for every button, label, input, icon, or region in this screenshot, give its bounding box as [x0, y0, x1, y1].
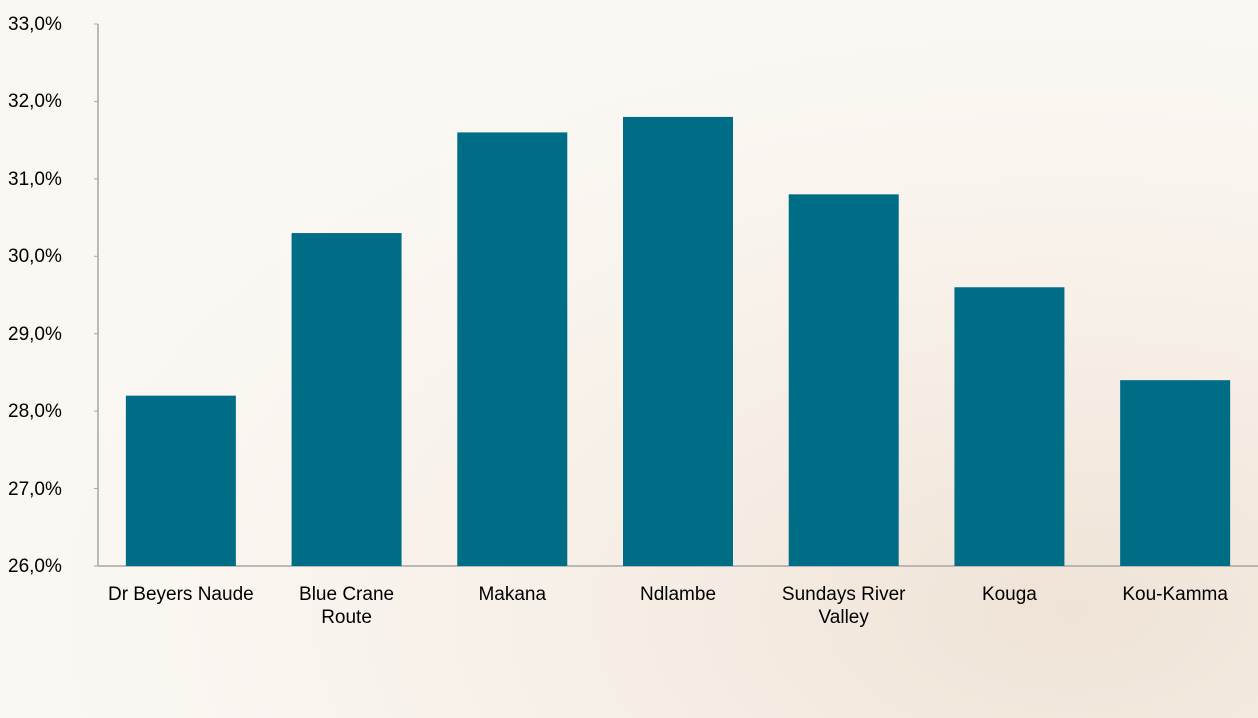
bar — [1120, 380, 1231, 566]
y-tick-label: 29,0% — [8, 323, 62, 345]
x-tick-label: Makana — [478, 584, 547, 605]
bar — [623, 116, 733, 567]
x-tick-label: Sundays River Valley — [781, 584, 906, 628]
x-tick-label: Dr Beyers Naude — [107, 584, 254, 605]
x-tick-label: Blue Crane Route — [299, 584, 395, 628]
bar — [125, 395, 236, 566]
y-tick-label: 33,0% — [8, 14, 62, 35]
y-tick-label: 30,0% — [8, 246, 62, 268]
bar — [788, 194, 899, 567]
y-tick-label: 32,0% — [8, 91, 62, 113]
x-tick-label: Ndlambe — [639, 584, 717, 605]
x-tick-label: Kouga — [981, 584, 1037, 605]
y-tick-label: 26,0% — [8, 556, 62, 577]
bar — [457, 132, 568, 566]
bar — [954, 287, 1065, 566]
x-tick-label: Kou-Kamma — [1122, 584, 1228, 605]
y-tick-label: 31,0% — [8, 168, 62, 190]
y-tick-label: 28,0% — [8, 401, 62, 423]
y-tick-label: 27,0% — [8, 478, 62, 500]
bar — [291, 233, 402, 567]
